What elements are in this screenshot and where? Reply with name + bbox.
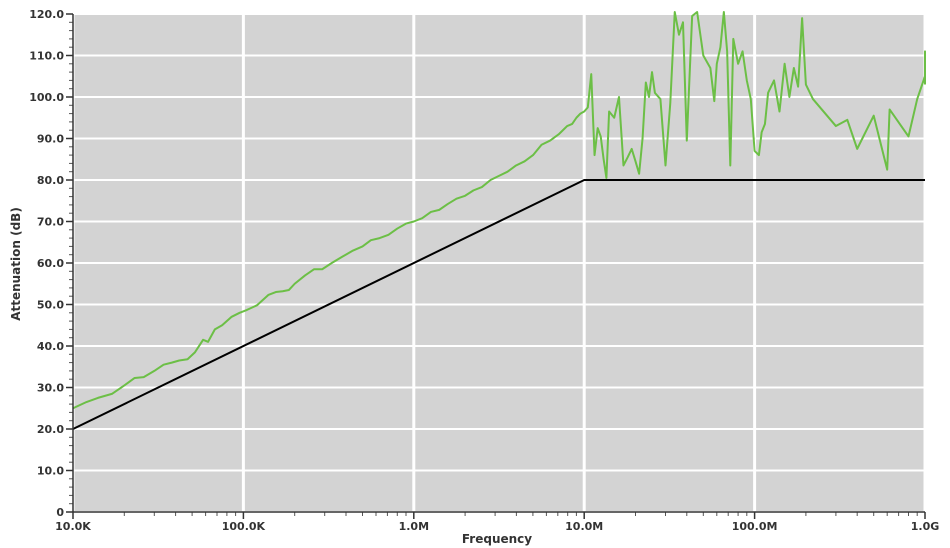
series-line-2 bbox=[72, 179, 925, 430]
x-tick-label: 1.0M bbox=[399, 520, 429, 533]
x-tick-label: 100.0K bbox=[222, 520, 266, 533]
x-axis-title: Frequency bbox=[462, 532, 532, 546]
x-tick-label: 1.0G bbox=[911, 520, 940, 533]
grid-lines bbox=[71, 13, 927, 513]
y-tick-label: 50.0 bbox=[37, 299, 64, 312]
x-tick-label: 10.0K bbox=[55, 520, 91, 533]
y-tick-label: 0 bbox=[56, 506, 64, 519]
series-group bbox=[72, 11, 926, 430]
y-tick-label: 120.0 bbox=[29, 8, 64, 21]
y-tick-label: 80.0 bbox=[37, 174, 64, 187]
y-tick-label: 110.0 bbox=[29, 50, 64, 63]
x-tick-label: 10.0M bbox=[565, 520, 603, 533]
y-tick-label: 100.0 bbox=[29, 91, 64, 104]
series-line-1 bbox=[72, 11, 926, 410]
y-tick-label: 60.0 bbox=[37, 257, 64, 270]
x-tick-label: 100.0M bbox=[732, 520, 778, 533]
y-tick-label: 30.0 bbox=[37, 382, 64, 395]
y-tick-label: 70.0 bbox=[37, 216, 64, 229]
axes bbox=[66, 13, 926, 519]
y-tick-label: 10.0 bbox=[37, 465, 64, 478]
x-tick-labels: 10.0K 100.0K 1.0M 10.0M 100.0M 1.0G bbox=[55, 520, 939, 533]
y-tick-label: 40.0 bbox=[37, 340, 64, 353]
y-tick-labels: 0 10.0 20.0 30.0 40.0 50.0 60.0 70.0 80.0 90.0 100… bbox=[29, 8, 64, 519]
y-tick-label: 20.0 bbox=[37, 423, 64, 436]
y-axis-title: Attenuation (dB) bbox=[9, 207, 23, 321]
y-tick-label: 90.0 bbox=[37, 133, 64, 146]
